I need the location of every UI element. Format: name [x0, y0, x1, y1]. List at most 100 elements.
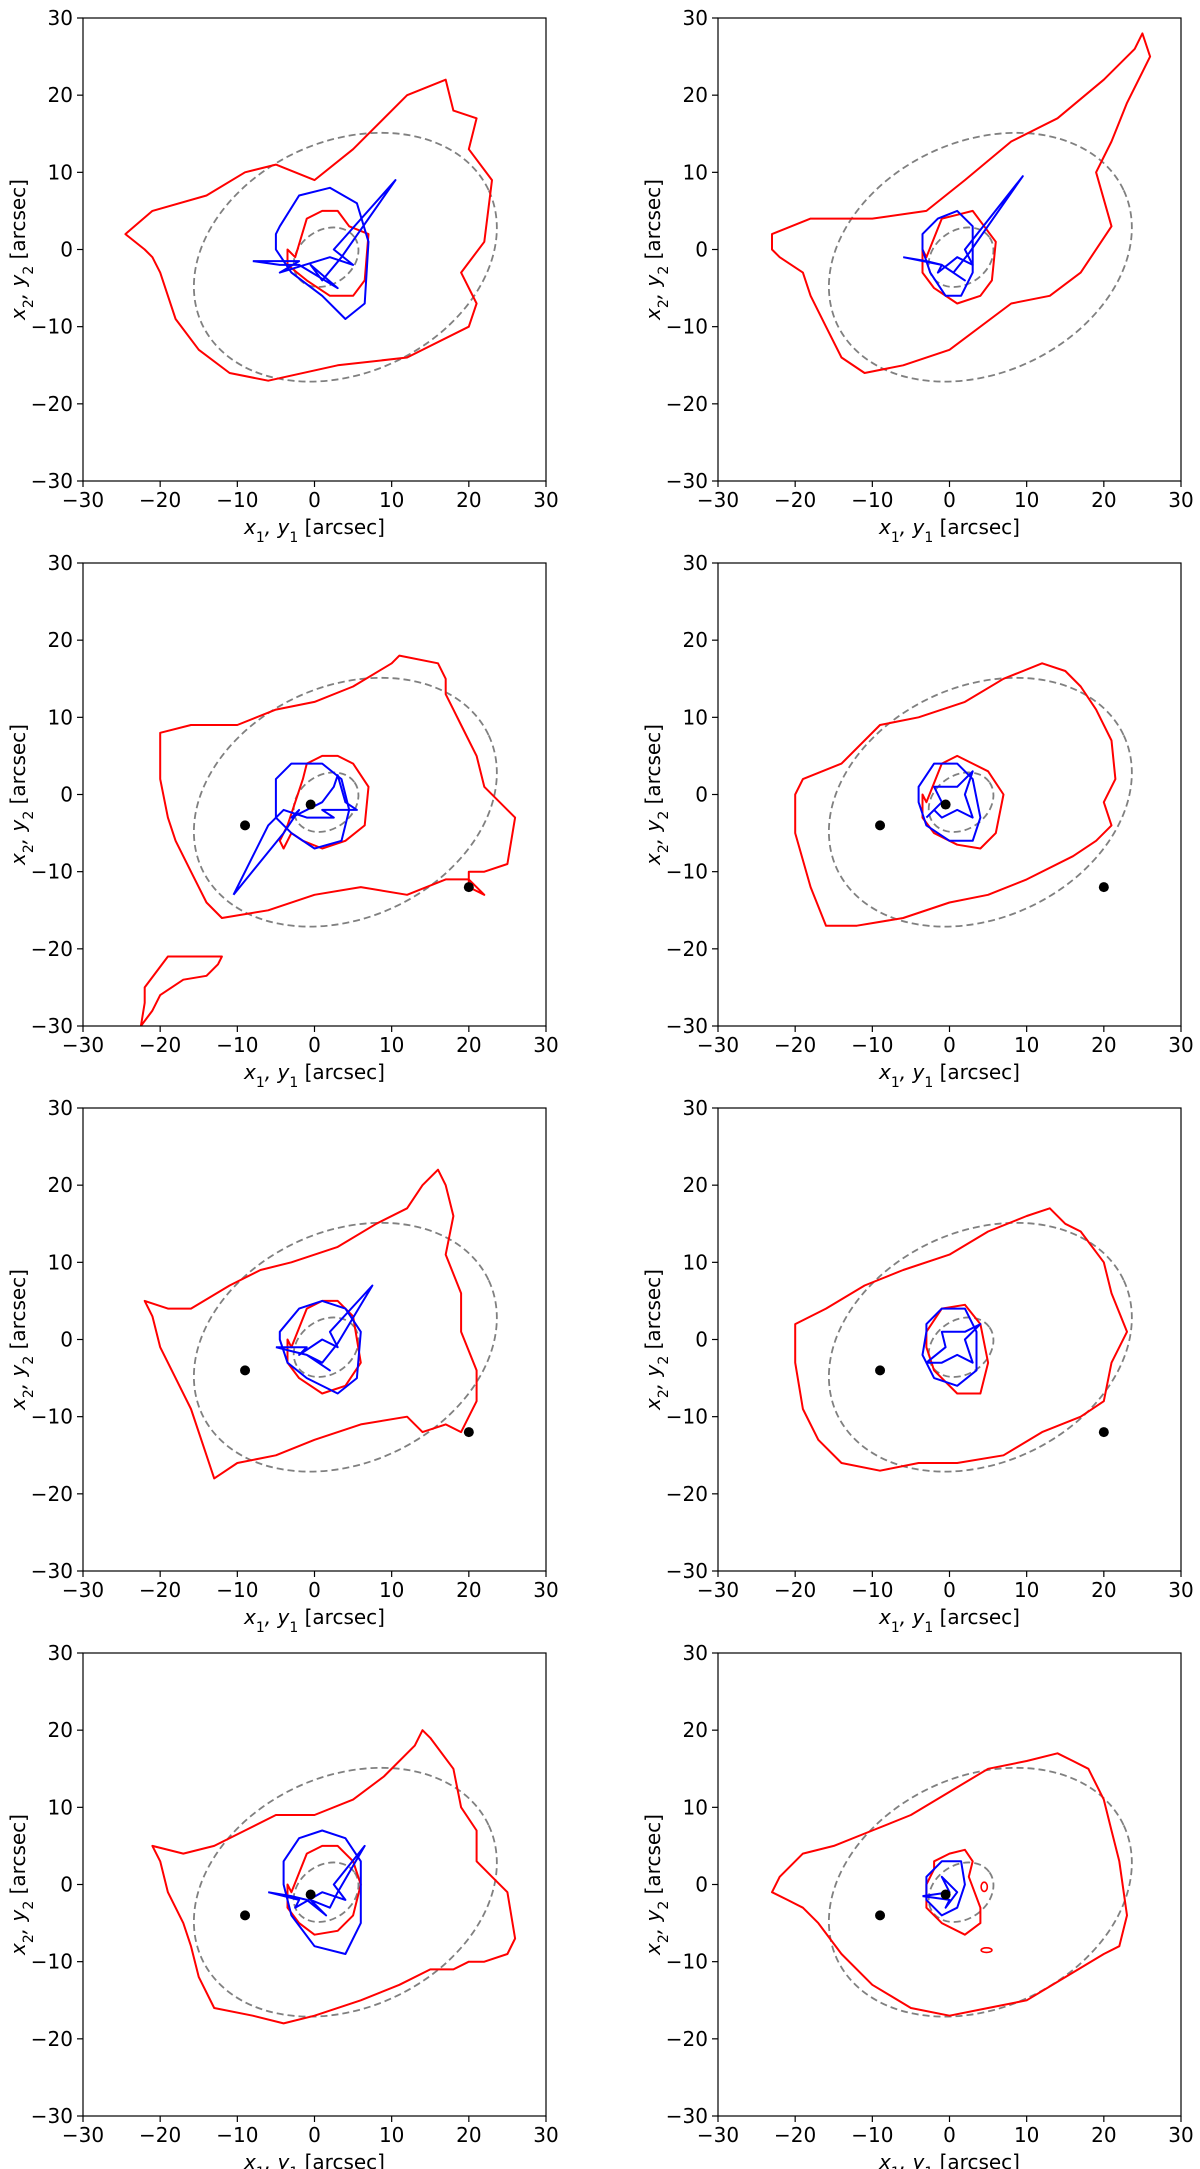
- y-tick-label: −10: [666, 860, 708, 884]
- lower-left-critical-curve: [139, 955, 223, 1026]
- x-tick-label: 20: [456, 488, 481, 512]
- x-tick-label: −10: [216, 1033, 258, 1057]
- x-tick-label: −30: [62, 1578, 104, 1602]
- inner-model-ellipse: [927, 226, 995, 288]
- x-tick-label: 10: [379, 2123, 404, 2147]
- x-tick-label: 20: [1091, 488, 1116, 512]
- inner-model-ellipse: [927, 1861, 995, 1923]
- x-tick-label: 0: [943, 488, 956, 512]
- axes-frame: [717, 562, 1182, 1027]
- x-tick-label: −20: [139, 1033, 181, 1057]
- inner-model-ellipse: [292, 1861, 360, 1923]
- x-axis-label: x1, y1 [arcsec]: [243, 2150, 385, 2169]
- y-tick-label: 0: [60, 1328, 73, 1352]
- x-axis-label: x1, y1 [arcsec]: [243, 1060, 385, 1091]
- axes-frame: [82, 1652, 547, 2117]
- y-tick-label: 20: [683, 1173, 708, 1197]
- x-tick-label: 30: [533, 1033, 558, 1057]
- y-tick-label: 0: [695, 1328, 708, 1352]
- axes-frame: [717, 17, 1182, 482]
- x-tick-label: 10: [1014, 2123, 1039, 2147]
- y-axis-label: x2, y2 [arcsec]: [6, 1814, 37, 1956]
- panel-row1-left: −30 −20 −10 0 10 20 30 −30 −20 −10 0 10 20 30 x1, y1 […: [6, 6, 559, 546]
- caustic-tangential: [903, 175, 1024, 282]
- y-tick-label: −20: [666, 1482, 708, 1506]
- y-tick-label: −20: [31, 2027, 73, 2051]
- inner-model-ellipse: [927, 1316, 995, 1378]
- x-tick-label: −10: [216, 488, 258, 512]
- y-tick-label: −30: [666, 1559, 708, 1583]
- y-tick-label: 20: [48, 1173, 73, 1197]
- caustic-tangential: [275, 1284, 374, 1372]
- point-1: [875, 820, 886, 831]
- y-tick-label: −30: [666, 1014, 708, 1038]
- y-tick-label: 0: [60, 783, 73, 807]
- point-1: [875, 1365, 886, 1376]
- inner-critical-curve: [925, 1303, 990, 1395]
- caustic-loop: [282, 1829, 362, 1955]
- y-tick-label: 30: [48, 6, 73, 30]
- y-tick-label: 20: [48, 83, 73, 107]
- x-tick-label: −10: [216, 1578, 258, 1602]
- x-axis-label: x1, y1 [arcsec]: [878, 2150, 1020, 2169]
- caustic-loop: [278, 1299, 362, 1395]
- outer-model-ellipse: [827, 131, 1133, 383]
- y-axis-label: x2, y2 [arcsec]: [6, 179, 37, 321]
- y-tick-label: 0: [695, 1873, 708, 1897]
- caustic-tangential: [267, 1844, 366, 1917]
- y-axis-label: x2, y2 [arcsec]: [6, 724, 37, 866]
- y-axis-label: x2, y2 [arcsec]: [6, 1269, 37, 1411]
- x-tick-label: −20: [774, 1033, 816, 1057]
- y-tick-label: 20: [683, 628, 708, 652]
- y-tick-label: 20: [48, 1718, 73, 1742]
- x-tick-label: 0: [308, 2123, 321, 2147]
- point-3: [463, 882, 474, 893]
- caustic-loop: [921, 1307, 978, 1387]
- plot-area: [771, 32, 1152, 383]
- x-tick-label: 0: [308, 1033, 321, 1057]
- outer-critical-curve: [159, 654, 517, 919]
- y-tick-label: 10: [48, 1795, 73, 1819]
- y-tick-label: −30: [31, 1559, 73, 1583]
- y-tick-label: −20: [666, 937, 708, 961]
- y-tick-label: 10: [683, 1250, 708, 1274]
- inner-model-ellipse: [927, 771, 995, 833]
- y-tick-label: −20: [666, 2027, 708, 2051]
- y-axis-label: x2, y2 [arcsec]: [641, 179, 672, 321]
- inner-critical-curve: [921, 209, 997, 305]
- x-axis-label: x1, y1 [arcsec]: [243, 1605, 385, 1636]
- x-tick-label: 30: [533, 1578, 558, 1602]
- y-tick-label: −20: [31, 937, 73, 961]
- y-tick-label: 30: [48, 1641, 73, 1665]
- x-tick-label: −20: [774, 2123, 816, 2147]
- x-tick-label: −20: [774, 1578, 816, 1602]
- x-tick-label: 10: [1014, 1578, 1039, 1602]
- panel-row2-right: −30 −20 −10 0 10 20 30 −30 −20 −10 0 10 20 30 x1, y1 […: [641, 551, 1194, 1091]
- x-tick-label: 30: [1168, 2123, 1193, 2147]
- axes-frame: [717, 1107, 1182, 1572]
- x-tick-label: −30: [697, 488, 739, 512]
- y-axis-label: x2, y2 [arcsec]: [641, 1814, 672, 1956]
- point-2: [1098, 1427, 1109, 1438]
- plot-area: [139, 654, 517, 1026]
- y-tick-label: −30: [31, 469, 73, 493]
- outer-model-ellipse: [192, 1221, 498, 1473]
- point-2: [940, 1889, 951, 1900]
- plot-area: [771, 1752, 1133, 2018]
- point-1: [240, 820, 251, 831]
- x-tick-label: −20: [774, 488, 816, 512]
- axes-frame: [82, 1107, 547, 1572]
- outer-critical-curve: [771, 32, 1152, 374]
- x-axis-label: x1, y1 [arcsec]: [878, 1060, 1020, 1091]
- y-tick-label: 10: [683, 1795, 708, 1819]
- x-tick-label: −10: [216, 2123, 258, 2147]
- y-tick-label: 10: [48, 1250, 73, 1274]
- x-tick-label: 10: [379, 1578, 404, 1602]
- y-tick-label: −30: [666, 2104, 708, 2128]
- y-tick-label: 30: [48, 1096, 73, 1120]
- y-tick-label: −10: [31, 1950, 73, 1974]
- y-tick-label: 20: [683, 1718, 708, 1742]
- y-tick-label: 0: [695, 783, 708, 807]
- x-tick-label: 20: [456, 2123, 481, 2147]
- x-tick-label: −10: [851, 1578, 893, 1602]
